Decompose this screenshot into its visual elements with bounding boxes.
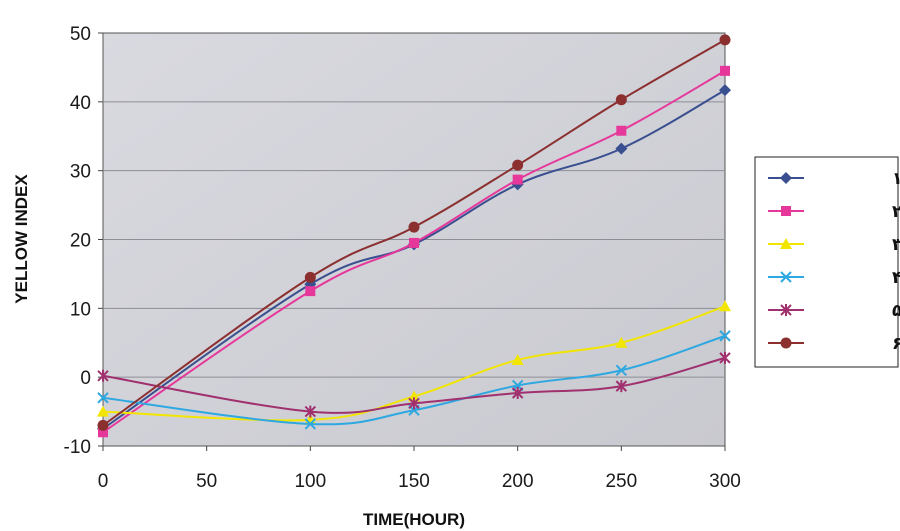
series-2 — [98, 65, 730, 438]
data-point — [408, 221, 420, 233]
x-axis-title: TIME(HOUR) — [363, 510, 465, 529]
data-point — [97, 405, 109, 417]
data-point — [97, 419, 109, 431]
legend-item: نمونه ۵ — [768, 301, 900, 321]
x-tick-label: 100 — [294, 471, 326, 492]
y-tick-label: 10 — [70, 299, 91, 320]
data-point — [719, 330, 731, 342]
data-point — [719, 34, 731, 46]
data-point — [409, 237, 419, 248]
series-6 — [97, 34, 731, 431]
data-point — [304, 405, 317, 418]
legend-label: نمونه ۲ — [892, 202, 900, 222]
legend-label: نمونه ۶ — [892, 334, 900, 354]
legend-label: نمونه ۵ — [892, 301, 900, 321]
data-point — [512, 174, 523, 185]
legend-item: نمونه ۶ — [768, 334, 900, 354]
series-line — [102, 334, 726, 426]
data-point — [719, 84, 731, 97]
x-tick-label: 0 — [98, 471, 109, 492]
x-tick-label: 200 — [502, 471, 534, 492]
data-point — [512, 159, 524, 171]
data-point — [97, 369, 109, 382]
legend-marker — [781, 206, 791, 216]
y-tick-label: 50 — [70, 24, 91, 45]
legend-marker — [780, 337, 792, 349]
data-point — [615, 142, 628, 155]
data-point — [615, 364, 628, 376]
legend-marker — [780, 238, 792, 249]
data-point — [97, 392, 109, 404]
y-tick-label: -10 — [64, 437, 91, 458]
x-axis-ticks: 0 50 100 150 200 250 300 — [98, 446, 741, 492]
series-5 — [97, 351, 731, 418]
data-point — [98, 427, 108, 438]
legend-item: نمونه ۴ — [768, 268, 900, 288]
legend-item: نمونه ۱ — [768, 169, 900, 189]
legend: نمونه ۱ نمونه ۲ نمونه ۳ نمونه ۴ نمونه ۵ نمونه… — [754, 156, 900, 368]
legend-marker — [780, 172, 792, 184]
x-tick-label: 150 — [398, 471, 430, 492]
data-point — [304, 418, 317, 430]
data-point — [615, 336, 628, 348]
data-point — [511, 386, 524, 399]
data-point — [408, 390, 420, 402]
data-point — [616, 125, 627, 136]
y-tick-label: 0 — [80, 368, 91, 389]
legend-label: نمونه ۴ — [892, 268, 900, 288]
y-axis-ticks: -10 0 10 20 30 40 50 — [64, 24, 103, 458]
y-tick-label: 40 — [70, 93, 91, 114]
data-point — [408, 397, 420, 410]
data-point — [719, 300, 731, 312]
y-axis-title: YELLOW INDEX — [12, 174, 31, 304]
legend-label: نمونه ۱ — [892, 169, 900, 189]
y-tick-label: 20 — [70, 231, 91, 252]
legend-marker — [780, 271, 792, 283]
y-tick-label: 30 — [70, 162, 91, 183]
legend-item: نمونه ۳ — [768, 235, 900, 255]
legend-marker — [780, 304, 792, 316]
data-point — [304, 271, 316, 283]
data-point — [720, 65, 730, 76]
data-point — [719, 351, 731, 364]
data-point — [615, 380, 628, 393]
data-point — [615, 94, 627, 106]
x-tick-label: 300 — [709, 471, 741, 492]
x-tick-label: 50 — [196, 471, 217, 492]
series-line — [102, 356, 726, 414]
series-line — [102, 305, 726, 422]
data-point — [305, 286, 316, 297]
x-tick-label: 250 — [605, 471, 637, 492]
series-lines — [97, 34, 731, 438]
data-point — [511, 353, 524, 365]
legend-label: نمونه ۳ — [892, 235, 900, 255]
legend-box — [754, 156, 899, 368]
legend-item: نمونه ۲ — [768, 202, 900, 222]
